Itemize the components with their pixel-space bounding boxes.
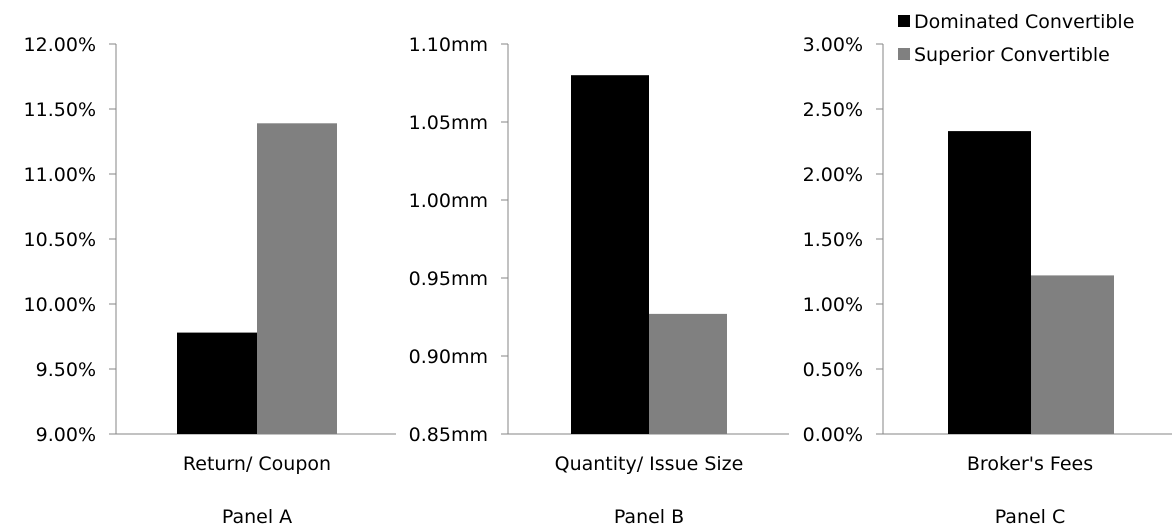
panel-b-category-label: Quantity/ Issue Size [555,453,744,475]
panel-c-y-tick-label: 3.00% [803,34,863,56]
panel-b-bars [571,75,727,434]
panel-c-y-tick-label: 1.00% [803,294,863,316]
panel-a-y-tick-label: 11.50% [24,99,96,121]
panel-c-y-tick-label: 0.00% [803,424,863,446]
panel-a-y-axis: 9.00% 9.50% 10.00% 10.50% 11.00% 11.50% 12.00% [24,34,396,446]
panel-c-y-axis: 0.00% 0.50% 1.00% 1.50% 2.00% 2.50% 3.00% [803,34,1172,446]
panel-a-y-tick-label: 10.50% [24,229,96,251]
panel-b: 0.85mm 0.90mm 0.95mm 1.00mm 1.05mm 1.10mm Qua… [409,34,789,528]
panel-b-y-tick-label: 1.00mm [409,190,488,212]
legend-label-superior: Superior Convertible [914,44,1110,66]
panel-a-title: Panel A [222,506,292,528]
panel-b-y-axis: 0.85mm 0.90mm 0.95mm 1.00mm 1.05mm 1.10mm [409,34,789,446]
panel-b-bar-superior [649,313,727,434]
panel-a-y-tick-label: 12.00% [24,34,96,56]
panel-a-y-tick-label: 11.00% [24,164,96,186]
legend-label-dominated: Dominated Convertible [914,11,1134,33]
panel-c-y-tick-label: 2.50% [803,99,863,121]
panel-c-bar-superior [1031,275,1114,434]
panel-a-bars [177,123,337,435]
panel-a-y-tick-label: 10.00% [24,294,96,316]
panel-a-y-tick-label: 9.50% [36,359,96,381]
panel-c-category-label: Broker's Fees [967,453,1093,475]
panel-c-y-tick-label: 0.50% [803,359,863,381]
panel-a-category-label: Return/ Coupon [183,453,331,475]
panel-b-y-tick-label: 0.90mm [409,346,488,368]
panel-b-y-tick-label: 0.95mm [409,268,488,290]
panel-a: 9.00% 9.50% 10.00% 10.50% 11.00% 11.50% 12.00%… [24,34,396,528]
panel-b-title: Panel B [614,506,684,528]
panel-c-bar-dominated [948,131,1031,434]
panel-c: 0.00% 0.50% 1.00% 1.50% 2.00% 2.50% 3.00% Brok… [803,34,1172,528]
panel-b-y-tick-label: 1.10mm [409,34,488,56]
panel-a-bar-dominated [177,332,257,434]
panel-c-bars [948,131,1114,434]
legend-swatch-dominated [898,15,910,27]
panel-c-title: Panel C [995,506,1066,528]
legend: Dominated Convertible Superior Convertib… [898,11,1134,66]
panel-b-y-tick-label: 1.05mm [409,112,488,134]
panel-a-y-tick-label: 9.00% [36,424,96,446]
panel-c-y-tick-label: 1.50% [803,229,863,251]
panel-c-y-tick-label: 2.00% [803,164,863,186]
panel-b-bar-dominated [571,75,649,434]
legend-swatch-superior [898,48,910,60]
panel-b-y-tick-label: 0.85mm [409,424,488,446]
panel-a-bar-superior [257,123,337,435]
